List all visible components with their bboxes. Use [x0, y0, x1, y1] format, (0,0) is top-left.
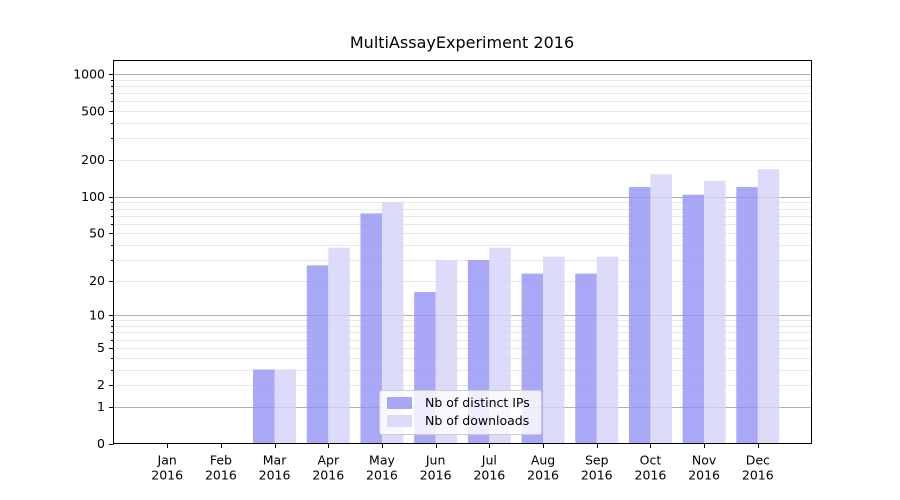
x-tick-label-year-nov: 2016	[688, 468, 720, 483]
x-tick-label-month-jun: Jun	[425, 453, 446, 468]
x-tick-label-year-may: 2016	[366, 468, 398, 483]
bar-nb-of-downloads-aug	[543, 256, 565, 444]
legend: Nb of distinct IPs Nb of downloads	[379, 390, 542, 435]
bar-nb-of-distinct-ips-apr	[306, 265, 329, 444]
x-tick-label-month-mar: Mar	[263, 453, 287, 468]
bar-nb-of-downloads-sep	[596, 256, 619, 444]
y-tick-label-200: 200	[81, 152, 105, 167]
x-tick-label-month-nov: Nov	[692, 453, 717, 468]
bar-nb-of-downloads-may	[381, 202, 404, 444]
y-tick-label-1000: 1000	[73, 66, 105, 81]
y-tick-label-10: 10	[89, 308, 105, 323]
legend-swatch-downloads	[387, 414, 412, 428]
x-tick-label-year-jun: 2016	[420, 468, 452, 483]
x-tick-label-year-jul: 2016	[473, 468, 505, 483]
legend-swatch-distinct-ips	[387, 396, 412, 410]
x-tick-label-month-dec: Dec	[746, 453, 770, 468]
x-tick-label-month-apr: Apr	[317, 453, 339, 468]
bar-nb-of-downloads-apr	[328, 247, 350, 444]
y-tick-label-0: 0	[97, 436, 105, 451]
bar-nb-of-downloads-nov	[704, 180, 726, 444]
x-tick-label-month-jan: Jan	[157, 453, 177, 468]
bar-nb-of-distinct-ips-nov	[682, 194, 705, 444]
chart-title: MultiAssayExperiment 2016	[349, 33, 575, 52]
y-tick-label-1: 1	[97, 399, 105, 414]
bar-nb-of-downloads-oct	[650, 174, 672, 444]
y-tick-label-5: 5	[97, 340, 105, 355]
y-tick-label-100: 100	[81, 189, 105, 204]
legend-item-distinct-ips: Nb of distinct IPs	[387, 396, 530, 410]
x-tick-label-month-aug: Aug	[531, 453, 555, 468]
legend-label-downloads: Nb of downloads	[425, 413, 530, 428]
bar-nb-of-distinct-ips-oct	[628, 187, 651, 444]
x-tick-label-month-may: May	[369, 453, 395, 468]
x-tick-label-year-dec: 2016	[742, 468, 774, 483]
bar-nb-of-distinct-ips-sep	[575, 273, 597, 444]
x-tick-label-year-apr: 2016	[312, 468, 344, 483]
x-tick-label-month-jul: Jul	[481, 453, 497, 468]
x-tick-label-month-sep: Sep	[585, 453, 609, 468]
x-tick-label-year-jan: 2016	[151, 468, 183, 483]
legend-item-downloads: Nb of downloads	[387, 414, 530, 428]
bar-nb-of-distinct-ips-dec	[736, 187, 758, 444]
bar-nb-of-distinct-ips-mar	[253, 369, 275, 444]
y-tick-label-500: 500	[81, 103, 105, 118]
x-tick-label-year-mar: 2016	[259, 468, 291, 483]
y-tick-label-50: 50	[89, 226, 105, 241]
x-tick-label-year-sep: 2016	[581, 468, 613, 483]
x-tick-label-month-feb: Feb	[210, 453, 232, 468]
y-tick-label-20: 20	[89, 273, 105, 288]
bar-nb-of-downloads-mar	[274, 369, 297, 444]
x-tick-label-year-oct: 2016	[635, 468, 667, 483]
x-tick-label-year-aug: 2016	[527, 468, 559, 483]
bar-nb-of-distinct-ips-may	[360, 213, 382, 444]
plot-border	[113, 60, 812, 445]
bar-nb-of-downloads-dec	[757, 169, 780, 444]
x-tick-label-year-feb: 2016	[205, 468, 237, 483]
legend-label-distinct-ips: Nb of distinct IPs	[425, 395, 530, 410]
y-tick-label-2: 2	[97, 377, 105, 392]
x-tick-label-month-oct: Oct	[640, 453, 662, 468]
